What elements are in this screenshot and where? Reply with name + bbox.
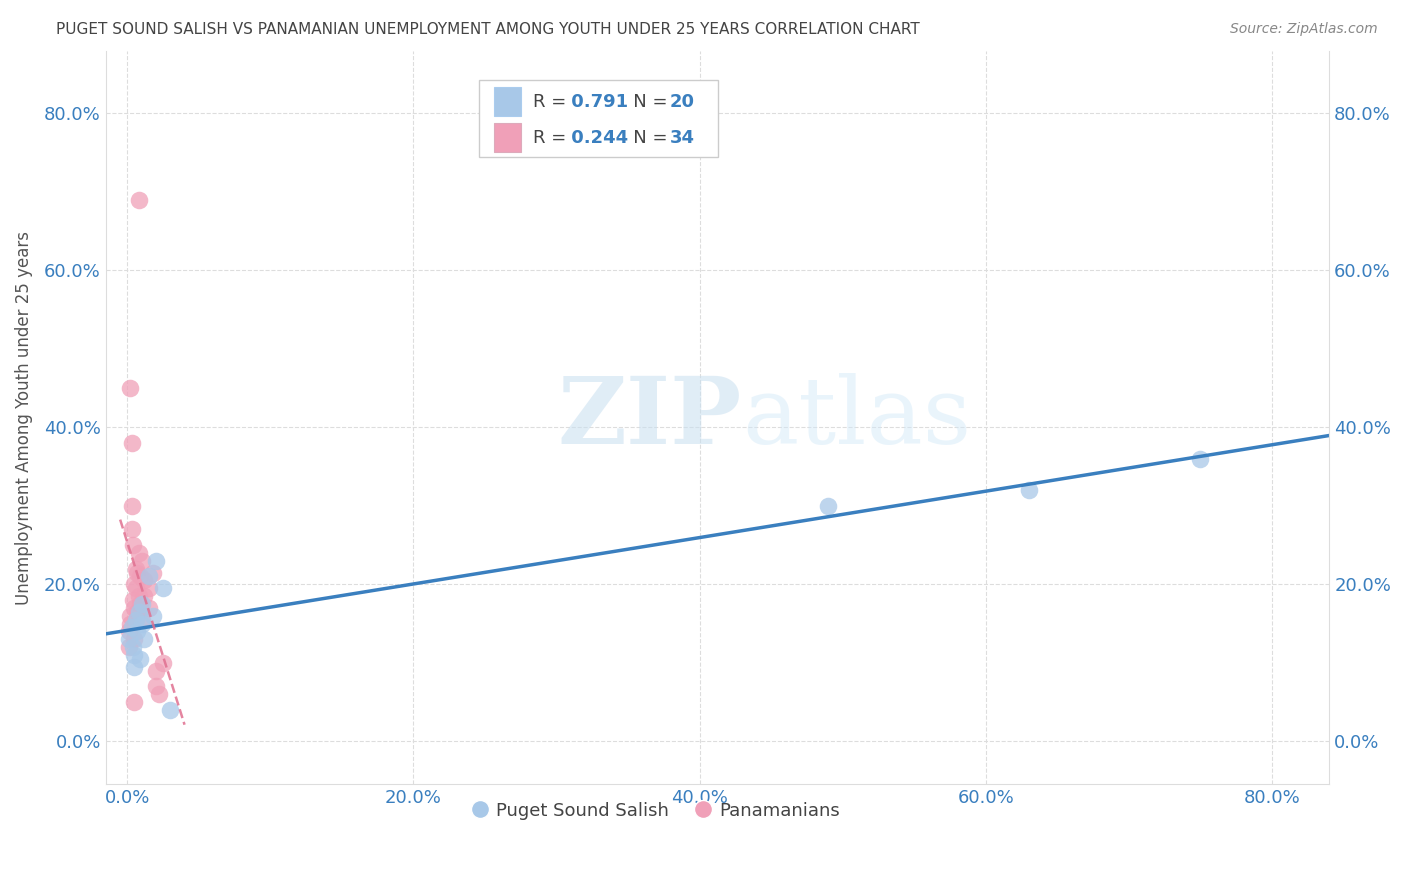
Text: R =: R = bbox=[533, 128, 572, 147]
Point bbox=[127, 605, 149, 619]
Point bbox=[131, 613, 153, 627]
Point bbox=[121, 620, 143, 634]
Text: atlas: atlas bbox=[742, 373, 972, 463]
Point bbox=[129, 597, 152, 611]
Point bbox=[127, 624, 149, 639]
Point bbox=[122, 593, 145, 607]
Point bbox=[120, 608, 142, 623]
Point bbox=[120, 381, 142, 395]
Point bbox=[122, 538, 145, 552]
Y-axis label: Unemployment Among Youth under 25 years: Unemployment Among Youth under 25 years bbox=[15, 230, 32, 605]
Point bbox=[131, 554, 153, 568]
Point bbox=[134, 589, 156, 603]
Point bbox=[138, 600, 160, 615]
Point bbox=[152, 581, 174, 595]
Point bbox=[124, 600, 146, 615]
Point bbox=[118, 632, 141, 647]
Point bbox=[128, 605, 150, 619]
Point bbox=[131, 597, 153, 611]
FancyBboxPatch shape bbox=[494, 123, 520, 153]
Point bbox=[145, 679, 167, 693]
Text: Source: ZipAtlas.com: Source: ZipAtlas.com bbox=[1230, 22, 1378, 37]
Point bbox=[1018, 483, 1040, 497]
Point bbox=[124, 648, 146, 662]
Point bbox=[125, 561, 148, 575]
Point bbox=[121, 436, 143, 450]
Legend: Puget Sound Salish, Panamanians: Puget Sound Salish, Panamanians bbox=[465, 794, 848, 827]
Point bbox=[128, 589, 150, 603]
Point bbox=[118, 624, 141, 639]
Text: PUGET SOUND SALISH VS PANAMANIAN UNEMPLOYMENT AMONG YOUTH UNDER 25 YEARS CORRELA: PUGET SOUND SALISH VS PANAMANIAN UNEMPLO… bbox=[56, 22, 920, 37]
Text: N =: N = bbox=[616, 93, 673, 111]
Point bbox=[159, 703, 181, 717]
Point bbox=[128, 546, 150, 560]
Point bbox=[125, 613, 148, 627]
Point bbox=[124, 695, 146, 709]
Point bbox=[129, 652, 152, 666]
Point bbox=[148, 687, 170, 701]
Text: 20: 20 bbox=[669, 93, 695, 111]
Text: ZIP: ZIP bbox=[558, 373, 742, 463]
Point bbox=[118, 640, 141, 654]
Point bbox=[124, 632, 146, 647]
Point bbox=[122, 640, 145, 654]
FancyBboxPatch shape bbox=[494, 87, 520, 116]
Point bbox=[127, 566, 149, 580]
Point bbox=[817, 499, 839, 513]
Text: 0.244: 0.244 bbox=[565, 128, 627, 147]
FancyBboxPatch shape bbox=[479, 80, 717, 157]
Point bbox=[138, 569, 160, 583]
Point bbox=[142, 566, 165, 580]
Point bbox=[145, 554, 167, 568]
Point bbox=[131, 616, 153, 631]
Text: R =: R = bbox=[533, 93, 572, 111]
Point bbox=[128, 193, 150, 207]
Point bbox=[134, 574, 156, 588]
Point bbox=[1189, 451, 1212, 466]
Point bbox=[120, 616, 142, 631]
Point bbox=[124, 577, 146, 591]
Point bbox=[142, 608, 165, 623]
Text: 34: 34 bbox=[669, 128, 695, 147]
Point bbox=[138, 581, 160, 595]
Point bbox=[124, 659, 146, 673]
Point bbox=[125, 581, 148, 595]
Point bbox=[129, 569, 152, 583]
Text: N =: N = bbox=[616, 128, 673, 147]
Text: 0.791: 0.791 bbox=[565, 93, 627, 111]
Point bbox=[121, 522, 143, 536]
Point bbox=[145, 664, 167, 678]
Point bbox=[121, 499, 143, 513]
Point bbox=[152, 656, 174, 670]
Point bbox=[134, 632, 156, 647]
